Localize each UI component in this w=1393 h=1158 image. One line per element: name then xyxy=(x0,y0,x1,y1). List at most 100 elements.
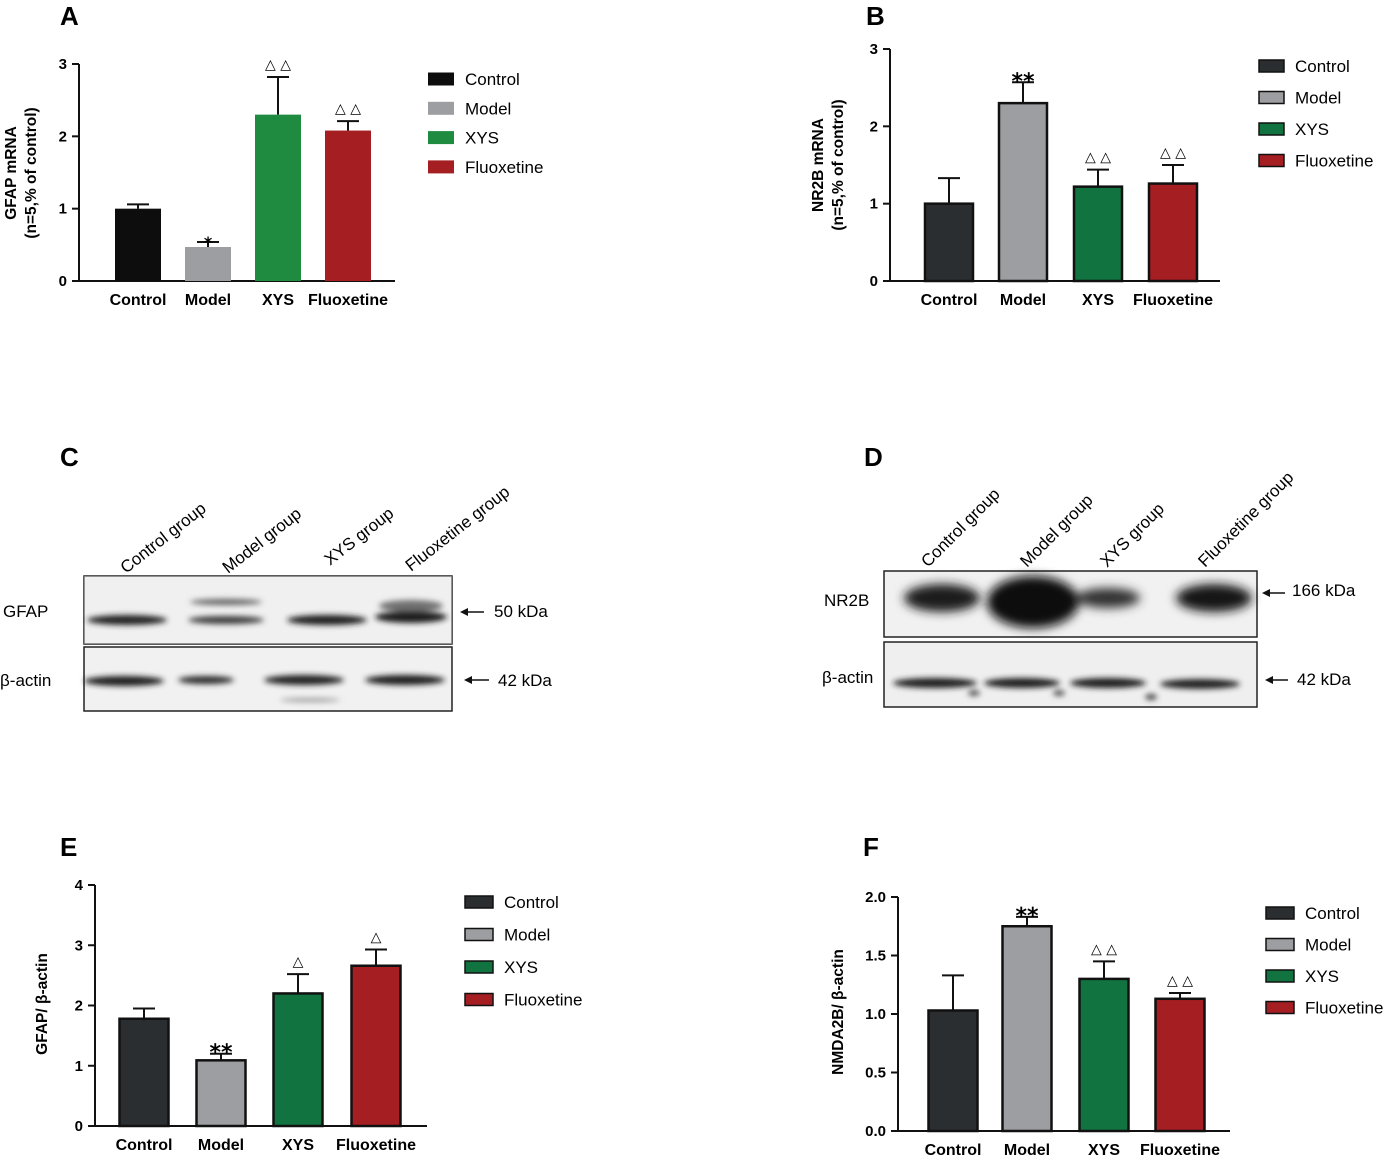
blot-d-actin-label: β-actin xyxy=(822,668,873,687)
legend-swatch xyxy=(464,992,494,1007)
y-tick-label: 1.0 xyxy=(865,1006,886,1023)
band xyxy=(987,576,1079,628)
y-axis-label: NR2B mRNA xyxy=(810,118,827,212)
blot-d-lane-labels: Control group Model group XYS group Fluo… xyxy=(917,468,1297,571)
significance-mark: △ xyxy=(371,929,382,945)
y-tick-label: 1 xyxy=(59,201,67,218)
x-tick-label: XYS xyxy=(262,292,294,309)
x-tick-label: XYS xyxy=(1088,1142,1120,1158)
bar-model xyxy=(185,247,231,281)
blot-c-gfap-marker: 50 kDa xyxy=(494,602,548,621)
y-tick-label: 2 xyxy=(75,998,83,1015)
band xyxy=(968,690,980,696)
y-tick-label: 2.0 xyxy=(865,889,886,906)
bar-xys xyxy=(1072,185,1124,283)
band xyxy=(1160,679,1240,689)
bar-xys xyxy=(1078,977,1130,1133)
significance-mark: ** xyxy=(1015,904,1039,929)
significance-mark: △ △ xyxy=(265,57,291,73)
blot-c-lane-fluoxetine: Fluoxetine group xyxy=(402,482,513,575)
band xyxy=(1076,588,1140,608)
bar-control xyxy=(118,1017,170,1128)
blot-d-nr2b-membrane xyxy=(883,570,1258,638)
blot-c-lane-xys: XYS group xyxy=(321,504,397,570)
band xyxy=(1176,584,1252,612)
y-tick-label: 0 xyxy=(870,273,878,290)
chart-nr2b-mrna: 0 1 2 3 NR2B mRNA (n=5,% of control) Control **… xyxy=(810,41,1373,309)
blot-d-lane-control: Control group xyxy=(917,485,1003,571)
y-tick-label: 0.0 xyxy=(865,1123,886,1140)
band xyxy=(178,676,234,684)
blot-c-lane-model: Model group xyxy=(219,504,305,577)
significance-mark: △ △ xyxy=(1091,941,1117,957)
y-axis-label: (n=5,% of control) xyxy=(830,99,847,230)
chart-gfap-beta-actin: 0 1 2 3 4 GFAP/ β-actin Control ** Model △ XYS △ Flu… xyxy=(34,877,582,1154)
bar-control xyxy=(115,208,161,281)
blot-d-actin-membrane xyxy=(883,641,1258,708)
band xyxy=(1145,694,1157,700)
x-tick-label: Fluoxetine xyxy=(336,1137,416,1154)
legend-label: XYS xyxy=(1305,967,1339,986)
legend-label: Control xyxy=(1305,904,1360,923)
panel-letter-b: B xyxy=(866,1,885,31)
y-axis-label: (n=5,% of control) xyxy=(23,107,40,238)
legend-label: Model xyxy=(1295,89,1341,108)
panel-letter-e: E xyxy=(60,832,77,862)
panel-letter-c: C xyxy=(60,442,79,472)
band xyxy=(280,698,340,702)
panel-letter-a: A xyxy=(60,1,79,31)
blot-c-actin-membrane xyxy=(83,646,453,712)
significance-mark: ** xyxy=(1011,69,1035,94)
arrow-icon xyxy=(460,608,484,616)
bar-model xyxy=(997,101,1049,283)
blot-c-actin-label: β-actin xyxy=(0,671,51,690)
bar-model xyxy=(1001,925,1053,1133)
band xyxy=(87,615,167,625)
legend-swatch xyxy=(464,927,494,942)
arrow-icon xyxy=(464,676,489,684)
x-tick-label: Model xyxy=(198,1137,244,1154)
x-tick-label: Control xyxy=(110,292,167,309)
y-tick-label: 1.5 xyxy=(865,948,886,965)
band xyxy=(893,678,977,688)
significance-mark: △ △ xyxy=(1160,145,1186,161)
legend-swatch xyxy=(1265,937,1295,952)
y-tick-label: 3 xyxy=(59,56,67,73)
legend-label: Model xyxy=(465,99,511,118)
y-tick-label: 2 xyxy=(870,118,878,135)
legend-swatch xyxy=(1258,90,1285,105)
legend-swatch xyxy=(1265,1000,1295,1015)
arrow-icon xyxy=(1265,676,1288,684)
legend-swatch xyxy=(464,960,494,974)
legend-label: XYS xyxy=(1295,120,1329,139)
y-tick-label: 0 xyxy=(59,273,67,290)
chart-gfap-mrna: 0 1 2 3 GFAP mRNA (n=5,% of control) Control * M… xyxy=(3,56,543,309)
y-tick-label: 0.5 xyxy=(865,1065,886,1082)
blot-c-lane-labels: Control group Model group XYS group Fluo… xyxy=(117,482,513,577)
y-tick-label: 0 xyxy=(75,1118,83,1135)
band xyxy=(188,616,264,624)
y-axis-label: GFAP/ β-actin xyxy=(34,953,51,1055)
y-tick-label: 3 xyxy=(75,937,83,954)
x-tick-label: XYS xyxy=(282,1137,314,1154)
legend-label: Control xyxy=(465,70,520,89)
x-tick-label: Fluoxetine xyxy=(1133,292,1213,309)
x-tick-label: Model xyxy=(185,292,231,309)
significance-mark: ** xyxy=(209,1041,233,1066)
blot-d-lane-xys: XYS group xyxy=(1096,499,1168,571)
y-axis-label: NMDA2B/ β-actin xyxy=(830,949,847,1075)
legend-label: Model xyxy=(504,926,550,945)
bar-fluoxetine xyxy=(1147,182,1199,283)
y-tick-label: 2 xyxy=(59,128,67,145)
legend-swatch xyxy=(1258,153,1285,168)
band xyxy=(264,675,344,685)
blot-d-nr2b-marker: 166 kDa xyxy=(1292,581,1356,600)
band xyxy=(84,676,164,686)
legend-label: XYS xyxy=(465,129,499,148)
legend-label: Control xyxy=(504,893,559,912)
band xyxy=(287,615,367,625)
legend-label: Fluoxetine xyxy=(504,991,582,1010)
x-tick-label: XYS xyxy=(1082,292,1114,309)
significance-mark: △ △ xyxy=(1085,150,1111,166)
legend-swatch xyxy=(1258,59,1285,73)
